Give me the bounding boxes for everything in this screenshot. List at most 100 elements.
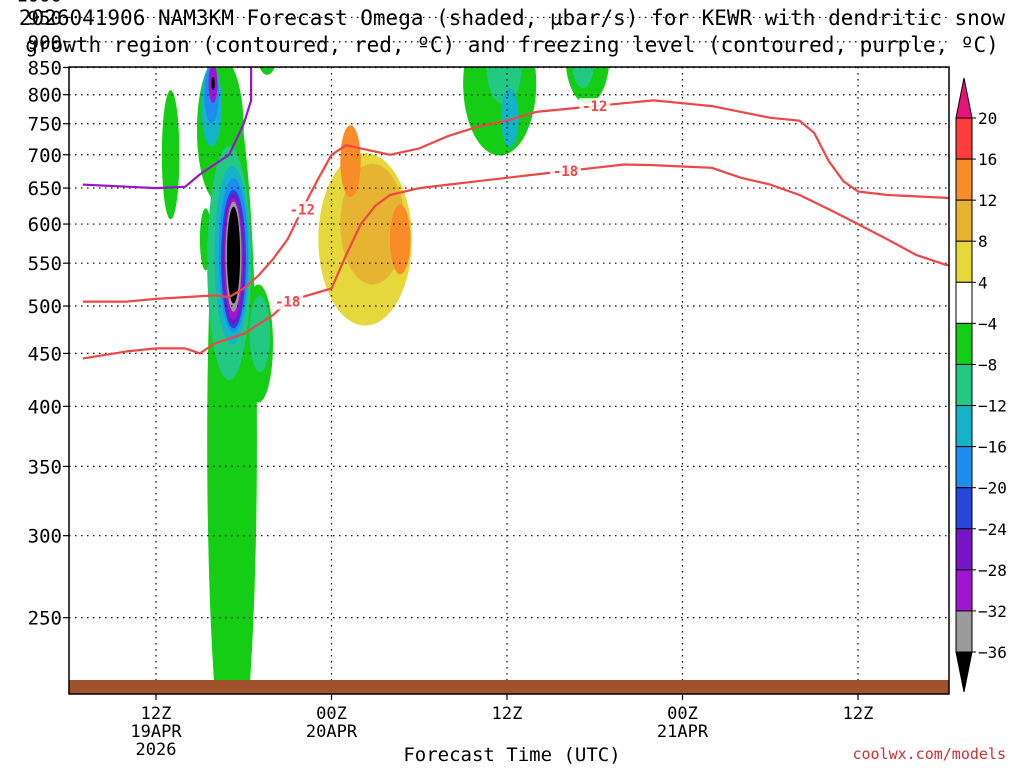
y-tick-label: 950 [28, 7, 62, 29]
omega-region [571, 67, 595, 89]
y-tick-label: 500 [28, 296, 62, 318]
colorbar-label: 20 [978, 109, 997, 128]
omega-region [74, 481, 92, 685]
omega-region [501, 88, 519, 148]
y-tick-label: 800 [28, 85, 62, 107]
omega-region [340, 163, 405, 285]
omega-region [258, 399, 288, 560]
dgz-upper-contour [82, 163, 949, 360]
y-tick-label: 250 [28, 608, 62, 630]
chart-title-line2: growth region (contoured, red, ºC) and f… [25, 33, 999, 57]
x-tick-label: 2026 [136, 740, 177, 760]
colorbar-label: −16 [978, 438, 1007, 457]
plot-frame [68, 66, 950, 695]
colorbar-swatch [955, 363, 973, 407]
y-axis: 250 300 350 400 450 500 550 600 650 700 750 800 850 9… [16, 0, 69, 630]
x-axis-title: Forecast Time (UTC) [403, 744, 621, 766]
x-tick-label: 12Z [492, 704, 523, 724]
freezing-level-label: 0 [254, 35, 262, 51]
terrain-ground [69, 680, 949, 694]
freezing-level-contour [82, 67, 253, 190]
colorbar-label: −20 [978, 479, 1007, 498]
colorbar-swatch [955, 322, 973, 365]
x-tick-label: 12Z [141, 704, 172, 724]
colorbar-swatch [955, 487, 973, 530]
omega-region [312, 322, 331, 405]
omega-region [211, 77, 215, 91]
colorbar-swatch [955, 117, 973, 160]
site-credit[interactable]: coolwx.com/models [852, 745, 1006, 763]
x-tick-label: 00Z [667, 704, 698, 724]
omega-region [226, 206, 241, 304]
y-tick-label: 600 [28, 214, 62, 236]
colorbar-label: −36 [978, 643, 1007, 662]
y-tick-label: 450 [28, 343, 62, 365]
colorbar-swatch [955, 158, 973, 201]
omega-region [378, 468, 402, 588]
omega-region [328, 437, 358, 694]
y-tick-label: 700 [28, 145, 62, 167]
colorbar-label: −12 [978, 397, 1007, 416]
x-tick-label: 19APR [130, 722, 182, 742]
omega-region [217, 0, 255, 51]
contour-layer: -18 -18 -12 -12 0 0 [82, 25, 949, 360]
dgz-lower-label: -12 [582, 99, 607, 115]
y-tick-label: 350 [28, 456, 62, 478]
y-tick-label: 900 [28, 32, 62, 54]
omega-region [259, 67, 275, 75]
colorbar-swatch [955, 569, 973, 612]
colorbar-swatch [955, 610, 973, 653]
contour-label-bg [252, 34, 265, 50]
colorbar-swatch [955, 528, 973, 571]
y-tick-label: 400 [28, 396, 62, 418]
colorbar-swatch [955, 199, 973, 242]
freezing-level-label: 0 [591, 26, 599, 42]
omega-region [249, 295, 271, 373]
omega-region [185, 12, 197, 51]
y-tick-label: 1000 [16, 0, 62, 6]
x-tick-label: 12Z [843, 704, 874, 724]
colorbar-label: −8 [978, 355, 997, 374]
colorbar-swatch [955, 405, 973, 448]
colorbar-label: 12 [978, 191, 997, 210]
y-tick-label: 550 [28, 253, 62, 275]
colorbar-label: −4 [978, 314, 997, 333]
dgz-upper-label: -18 [553, 164, 578, 180]
colorbar-label: −28 [978, 561, 1007, 580]
colorbar-label: 4 [978, 273, 988, 292]
dgz-lower-contour [82, 99, 949, 303]
y-tick-label: 850 [28, 57, 62, 79]
y-tick-label: 650 [28, 178, 62, 200]
colorbar-swatch [955, 240, 973, 283]
dgz-upper-label: -18 [275, 295, 300, 311]
omega-region [675, 0, 807, 44]
dgz-lower-label: -12 [290, 202, 315, 218]
colorbar-swatch [955, 281, 973, 324]
omega-region [397, 173, 456, 337]
x-tick-label: 21APR [657, 722, 709, 742]
contour-label-bg [588, 25, 601, 41]
colorbar-label: 16 [978, 150, 997, 169]
y-tick-label: 750 [28, 114, 62, 136]
contour-label-bg [286, 201, 318, 218]
contour-label-bg [272, 293, 304, 310]
omega-region [340, 125, 361, 198]
colorbar: 20 16 12 8 4 −4 −8 −12 −16 −20 −24 −28 −32 −36 [955, 77, 1007, 693]
colorbar-overflow-low [955, 651, 973, 693]
omega-region [498, 0, 539, 36]
colorbar-swatch [955, 446, 973, 489]
omega-region [161, 90, 180, 220]
x-tick-label: 00Z [316, 704, 347, 724]
terrain-layer [69, 680, 949, 694]
chart-title-line1: 2026041906 NAM3KM Forecast Omega (shaded… [18, 6, 1006, 30]
omega-region [566, 67, 609, 104]
colorbar-label: −24 [978, 520, 1007, 539]
colorbar-overflow-high [955, 77, 973, 119]
omega-region [390, 204, 411, 275]
grid-layer [69, 16, 949, 694]
x-tick-label: 20APR [306, 722, 358, 742]
colorbar-label: −32 [978, 602, 1007, 621]
omega-region [172, 371, 199, 588]
